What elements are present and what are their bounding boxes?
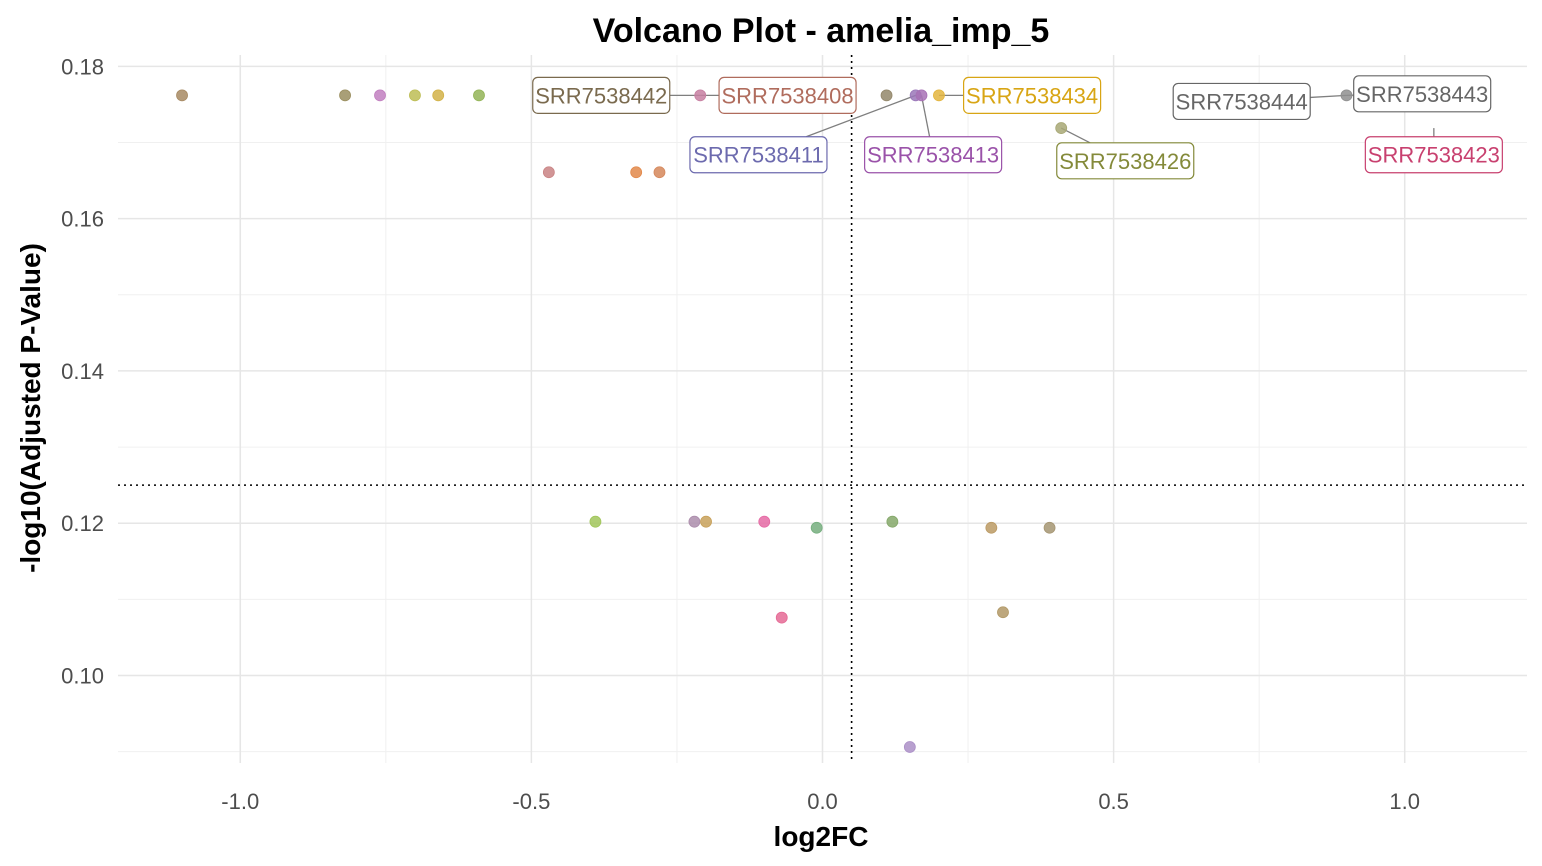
point-label-text: SRR7538413 [867,143,999,168]
points [176,89,1353,753]
label-connector [805,94,916,138]
point-label: SRR7538411 [689,136,828,174]
y-tick-label: 0.12 [61,511,104,536]
point-label-text: SRR7538423 [1368,143,1500,168]
data-point [886,515,899,528]
data-point [409,89,421,102]
point-label-text: SRR7538442 [535,83,667,108]
data-point [473,89,485,102]
data-point [880,89,893,102]
data-point [374,89,386,102]
chart-title: Volcano Plot - amelia_imp_5 [593,12,1050,50]
point-label-text: SRR7538443 [1356,82,1488,107]
threshold-lines [118,55,1527,763]
data-point [758,515,771,528]
data-point [997,606,1009,619]
y-tick-label: 0.18 [61,54,104,79]
point-label-box [1056,142,1195,180]
data-point [653,166,666,179]
data-point [432,89,445,102]
point-label-text: SRR7538411 [693,143,823,168]
point-label: SRR7538442 [532,76,671,114]
point-label: SRR7538423 [1364,136,1503,174]
point-label: SRR7538426 [1056,142,1195,180]
x-tick-label: -1.0 [221,789,259,814]
point-label-box [1353,75,1492,113]
point-label: SRR7538413 [864,136,1003,174]
y-tick-label: 0.16 [61,207,104,232]
x-tick-label: 1.0 [1389,789,1420,814]
point-label-text: SRR7538434 [966,83,1098,108]
data-point [1055,122,1068,134]
y-axis-title: -log10(Adjusted P-Value) [15,243,46,573]
point-label-box [864,136,1003,174]
label-connector [920,95,931,137]
data-point [694,89,707,102]
data-point [810,521,823,534]
data-point [630,166,643,179]
x-axis-title: log2FC [774,821,869,852]
y-tick-label: 0.10 [61,663,104,688]
point-label-box [1172,82,1311,121]
point-labels: SRR7538442 SRR7538408 SRR7538434 SRR7538411… [532,75,1503,180]
point-label-text: SRR7538408 [722,83,854,108]
y-tick-label: 0.14 [61,359,104,384]
data-point [176,89,188,102]
x-tick-label: 0.0 [807,789,838,814]
point-label-box [689,136,828,174]
data-point [1043,521,1056,534]
point-label-text: SRR7538444 [1176,89,1308,114]
data-point [775,611,788,624]
data-point [915,89,928,102]
data-point [933,89,945,102]
data-point [688,515,701,528]
label-connector [1310,94,1347,99]
point-label: SRR7538444 [1172,82,1311,121]
point-label-box [963,76,1102,114]
point-label-box [532,76,671,114]
point-label: SRR7538443 [1353,75,1492,113]
data-point [339,89,351,102]
data-point [589,515,602,528]
point-label-box [718,76,857,114]
point-label-text: SRR7538426 [1059,149,1191,174]
point-label: SRR7538434 [963,76,1102,114]
data-point [1340,89,1353,102]
data-point [903,741,916,753]
data-point [985,521,998,534]
x-tick-label: -0.5 [512,789,550,814]
data-point [542,166,555,179]
x-axis-ticks: -1.0 -0.5 0.0 0.5 1.0 [221,789,1420,814]
data-point [700,515,712,528]
point-label-box [1364,136,1503,174]
y-axis-ticks: 0.10 0.12 0.14 0.16 0.18 [61,54,104,688]
point-label: SRR7538408 [718,76,857,114]
x-tick-label: 0.5 [1098,789,1129,814]
